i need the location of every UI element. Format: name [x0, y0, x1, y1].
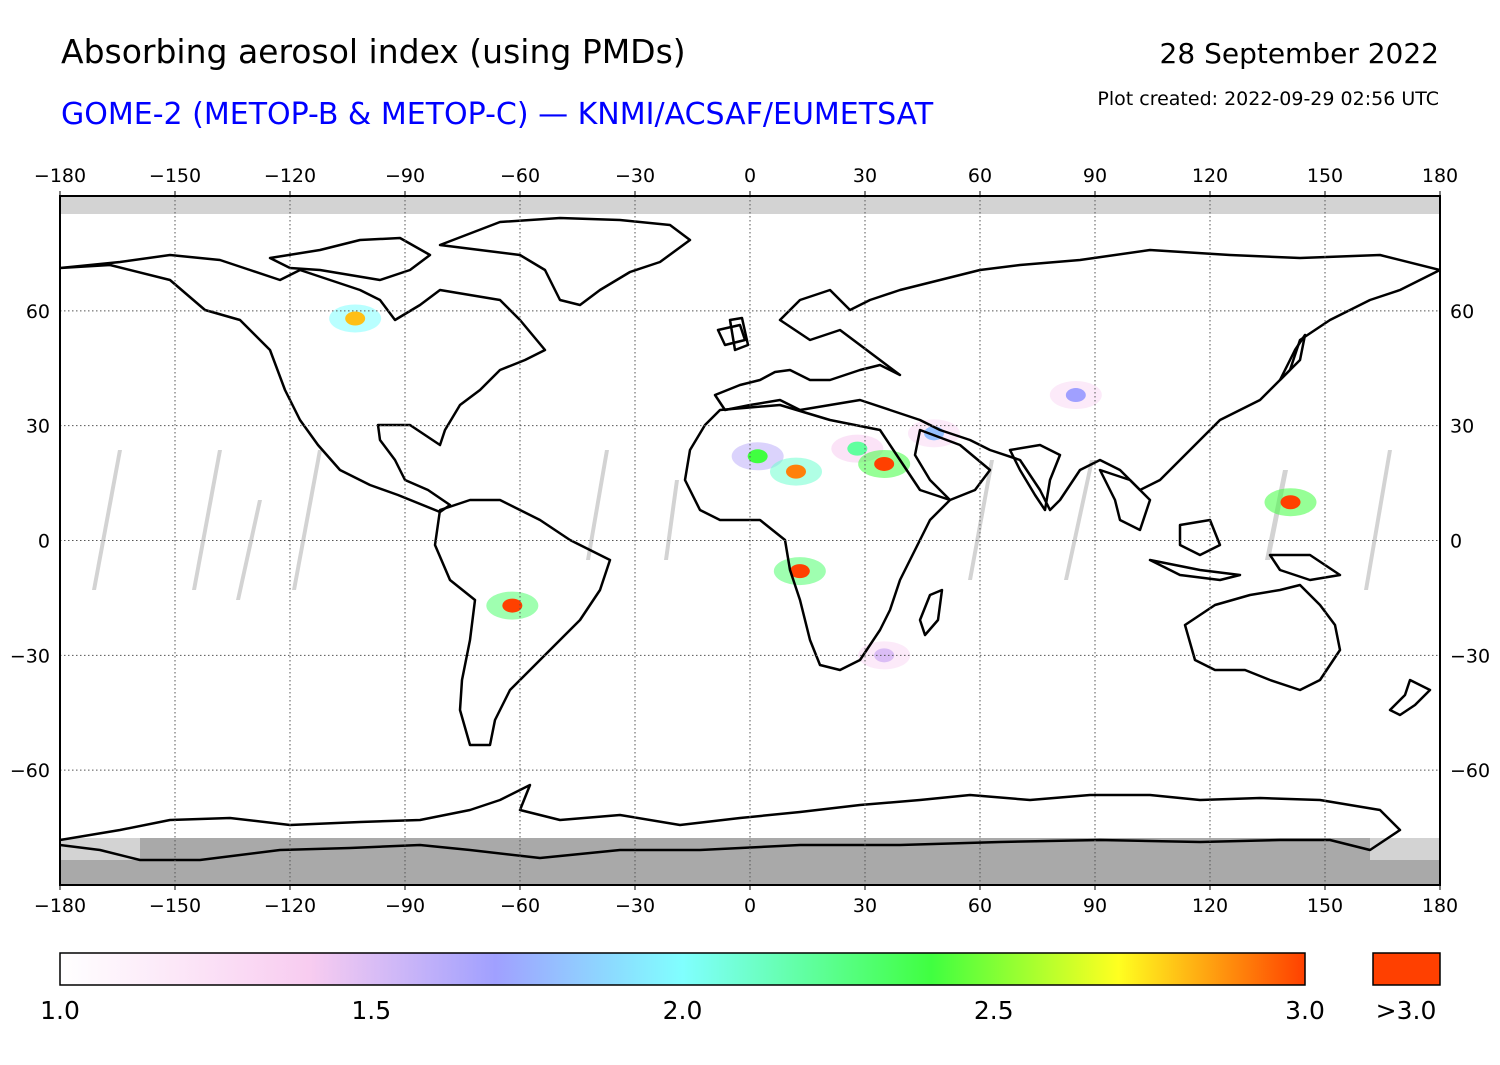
lon-tick-label-bottom: −150 — [149, 895, 201, 917]
aerosol-hotspot — [502, 598, 523, 613]
coast-europe — [713, 248, 1440, 512]
coast-south-america — [433, 498, 612, 747]
map-title: Absorbing aerosol index (using PMDs) — [61, 32, 686, 71]
lon-tick-label-bottom: 180 — [1422, 895, 1458, 917]
lon-tick-label-bottom: 30 — [853, 895, 877, 917]
coastlines — [60, 216, 1440, 862]
lon-tick-label-bottom: −30 — [615, 895, 655, 917]
colorbar-tick-label: 2.5 — [974, 996, 1014, 1025]
colorbar-tick-label: 3.0 — [1285, 996, 1325, 1025]
colorbar-labels: 1.0 1.5 2.0 2.5 3.0 — [40, 996, 1325, 1025]
coast-africa — [683, 403, 952, 672]
lon-tick-label-top: 120 — [1192, 165, 1228, 187]
lat-tick-label-right: −60 — [1450, 760, 1490, 782]
colorbar — [59, 952, 1306, 986]
lon-tick-label-top: 150 — [1307, 165, 1343, 187]
lon-tick-label-bottom: 120 — [1192, 895, 1228, 917]
lon-tick-label-top: −180 — [34, 165, 86, 187]
lon-tick-label-top: −150 — [149, 165, 201, 187]
lon-tick-label-top: −30 — [615, 165, 655, 187]
coast-new-zealand — [1388, 678, 1432, 717]
coast-arctic-islands — [268, 236, 432, 282]
lon-tick-label-top: 0 — [744, 165, 756, 187]
aerosol-hotspot — [747, 449, 768, 464]
lon-tick-label-bottom: 90 — [1083, 895, 1107, 917]
lat-tick-label-right: 0 — [1450, 531, 1462, 553]
map-date: 28 September 2022 — [1159, 37, 1439, 70]
lon-tick-label-top: 180 — [1422, 165, 1458, 187]
lon-tick-label-top: 30 — [853, 165, 877, 187]
lon-tick-label-top: −120 — [264, 165, 316, 187]
colorbar-overflow-label: >3.0 — [1376, 996, 1437, 1025]
coast-arabia — [913, 428, 992, 502]
aerosol-hotspot — [789, 564, 810, 579]
lat-tick-label-left: 0 — [38, 531, 50, 553]
lat-tick-label-left: −60 — [10, 760, 50, 782]
lat-tick-label-right: 30 — [1450, 416, 1474, 438]
lon-tick-label-top: 60 — [968, 165, 992, 187]
aerosol-hotspot — [786, 464, 806, 479]
aerosol-hotspot — [847, 441, 868, 456]
lon-tick-label-bottom: −60 — [500, 895, 540, 917]
aerosol-hotspot — [1065, 388, 1086, 403]
lat-tick-label-right: 60 — [1450, 301, 1474, 323]
lat-tick-label-right: −30 — [1450, 645, 1490, 667]
coast-indonesia — [1148, 558, 1242, 582]
orbit-gaps — [92, 450, 1392, 600]
no-data-patch-se — [1370, 838, 1440, 860]
lon-tick-label-bottom: −180 — [34, 895, 86, 917]
coast-antarctica — [60, 783, 1402, 862]
lon-tick-label-top: −60 — [500, 165, 540, 187]
coast-borneo — [1178, 518, 1222, 557]
plot-created-timestamp: Plot created: 2022-09-29 02:56 UTC — [1097, 88, 1439, 110]
lat-tick-label-left: −30 — [10, 645, 50, 667]
lon-tick-label-bottom: 0 — [744, 895, 756, 917]
lon-tick-label-bottom: 150 — [1307, 895, 1343, 917]
colorbar-tick-label: 1.0 — [40, 996, 80, 1025]
coast-indochina — [1098, 468, 1152, 532]
lat-tick-label-left: 30 — [26, 416, 50, 438]
map-axis-ticks: −180 −180 −150 −150 −120 −120 −90 −90 −60 −60 −30 −… — [10, 165, 1490, 917]
coast-australia — [1183, 583, 1342, 692]
coast-iceland — [716, 323, 747, 347]
coast-north-america — [60, 253, 547, 514]
lon-tick-label-bottom: 60 — [968, 895, 992, 917]
coast-japan — [1278, 333, 1307, 382]
lat-tick-label-left: 60 — [26, 301, 50, 323]
graticule — [60, 196, 1440, 885]
colorbar-tick-label: 2.0 — [663, 996, 703, 1025]
map-subtitle: GOME-2 (METOP-B & METOP-C) — KNMI/ACSAF/… — [61, 97, 934, 132]
colorbar-tick-label: 1.5 — [351, 996, 391, 1025]
coast-madagascar — [918, 588, 944, 637]
aerosol-hotspot — [345, 311, 366, 326]
lon-tick-label-top: −90 — [385, 165, 425, 187]
coast-india — [1008, 443, 1062, 512]
lon-tick-label-bottom: −90 — [385, 895, 425, 917]
colorbar-overflow-swatch — [1372, 952, 1441, 986]
lon-tick-label-top: 90 — [1083, 165, 1107, 187]
aerosol-hotspot — [874, 456, 895, 471]
coast-greenland — [438, 216, 692, 307]
coast-british-isles — [728, 316, 750, 352]
lon-tick-label-bottom: −120 — [264, 895, 316, 917]
aerosol-hotspot — [1280, 495, 1301, 510]
